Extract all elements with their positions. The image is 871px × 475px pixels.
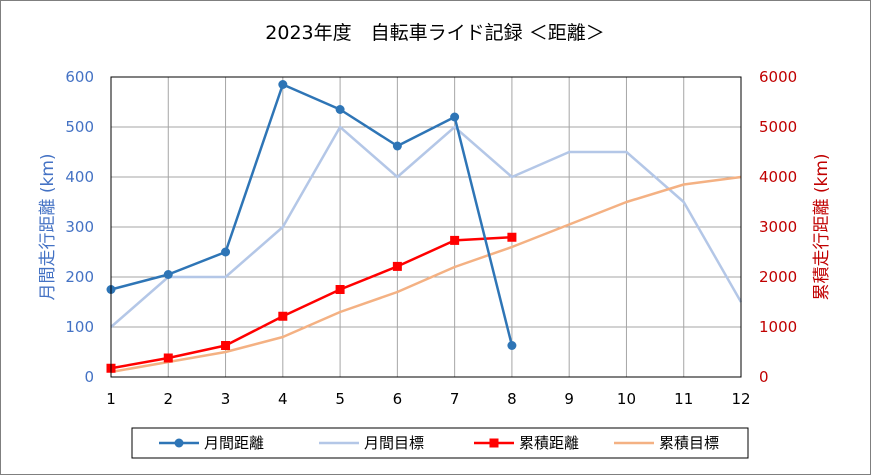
data-point: [221, 341, 231, 350]
left-tick-label: 600: [65, 68, 94, 86]
data-point: [507, 232, 517, 242]
data-point: [335, 105, 345, 114]
x-tick-label: 9: [564, 390, 574, 408]
left-tick-label: 400: [65, 168, 94, 186]
x-tick-label: 7: [450, 390, 460, 408]
series-2: [110, 125, 743, 328]
left-tick-label: 300: [65, 218, 94, 236]
series-line: [110, 83, 514, 346]
series-4: [110, 175, 742, 374]
left-tick-label: 0: [84, 368, 94, 386]
legend: 月間距離 月間目標 累積距離 累積目標: [131, 427, 749, 459]
right-tick-label: 0: [759, 368, 769, 386]
legend-label: 累積目標: [659, 434, 719, 452]
series-line: [110, 175, 742, 374]
x-tick-label: 10: [617, 390, 636, 408]
x-tick-label: 6: [393, 390, 403, 408]
series-line: [110, 125, 743, 328]
legend-swatch-marker: [174, 438, 184, 448]
data-point: [163, 270, 173, 279]
left-tick-label: 200: [65, 268, 94, 286]
series-line: [110, 236, 512, 370]
x-tick-label: 8: [507, 390, 517, 408]
data-point: [278, 311, 288, 321]
left-tick-label: 500: [65, 118, 94, 136]
data-point: [450, 235, 460, 245]
chart-title: 2023年度 自転車ライド記録 ＜距離＞: [265, 22, 604, 44]
data-point: [335, 285, 345, 294]
data-point: [507, 341, 517, 350]
right-tick-label: 4000: [759, 168, 797, 186]
data-point: [450, 112, 460, 122]
x-tick-label: 2: [163, 390, 173, 408]
series-1: [106, 80, 517, 350]
data-point: [392, 261, 402, 271]
data-point: [221, 247, 231, 257]
right-tick-label: 3000: [759, 218, 797, 236]
right-tick-label: 1000: [759, 318, 797, 336]
left-axis-title: 月間走行距離 (km): [38, 153, 58, 300]
data-point: [278, 80, 288, 89]
legend-label: 月間距離: [204, 434, 264, 452]
x-tick-label: 5: [335, 390, 345, 408]
x-tick-label: 3: [221, 390, 231, 408]
data-point: [392, 141, 402, 151]
plot-area-border: [110, 76, 742, 378]
left-tick-label: 100: [65, 318, 94, 336]
x-tick-label: 1: [106, 390, 116, 408]
legend-swatch-marker: [489, 438, 499, 448]
series-layer: [106, 80, 743, 374]
x-tick-label: 11: [674, 390, 693, 408]
legend-label: 月間目標: [364, 434, 424, 452]
right-tick-label: 5000: [759, 118, 797, 136]
right-axis-title: 累積走行距離 (km): [812, 153, 832, 300]
right-tick-label: 2000: [759, 268, 797, 286]
data-point: [163, 353, 173, 363]
legend-label: 累積距離: [519, 434, 579, 452]
x-tick-label: 4: [278, 390, 288, 408]
right-tick-label: 6000: [759, 68, 797, 86]
grid: [110, 76, 742, 378]
x-tick-label: 12: [731, 390, 750, 408]
axes: 0 0 100 1000 200 2000 300 3000 400 4000 500 5000 600…: [65, 68, 797, 408]
